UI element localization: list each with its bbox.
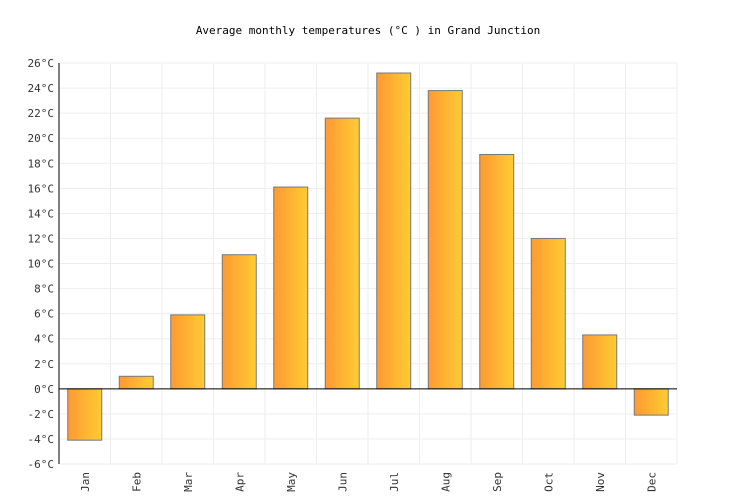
bar-sep <box>479 153 515 390</box>
bars <box>67 72 669 441</box>
y-tick-label: 16°C <box>28 182 55 195</box>
y-tick-label: 22°C <box>28 107 55 120</box>
y-tick-label: 2°C <box>34 358 54 371</box>
x-tick-label: Jun <box>336 472 349 492</box>
x-tick-label: Nov <box>594 472 607 492</box>
bar-dec <box>633 388 669 416</box>
y-tick-label: 20°C <box>28 132 55 145</box>
x-tick-label: Jan <box>79 472 92 492</box>
bar-aug <box>427 90 463 390</box>
bar-nov <box>582 334 618 390</box>
y-tick-label: 8°C <box>34 283 54 296</box>
y-tick-label: 26°C <box>28 57 55 70</box>
x-tick-label: Feb <box>130 472 143 492</box>
y-tick-label: 10°C <box>28 258 55 271</box>
chart-title: Average monthly temperatures (°C ) in Gr… <box>195 24 541 37</box>
x-tick-label: May <box>285 472 298 492</box>
bar-apr <box>221 254 257 390</box>
y-tick-label: 18°C <box>28 157 55 170</box>
y-tick-label: 4°C <box>34 333 54 346</box>
y-tick-label: 24°C <box>28 82 55 95</box>
y-tick-label: 12°C <box>28 232 55 245</box>
tick-labels: -6°C -4°C -2°C 0°C 2°C 4°C 6°C 8°C 10°C 12°C 14°C 1… <box>28 57 659 492</box>
y-tick-label: -4°C <box>28 433 55 446</box>
bar-jan <box>67 388 103 441</box>
x-tick-label: Mar <box>182 472 195 492</box>
bar-may <box>273 186 309 390</box>
grid-lines <box>59 62 678 465</box>
y-tick-label: 0°C <box>34 383 54 396</box>
y-tick-label: -6°C <box>28 458 55 471</box>
bar-mar <box>170 314 206 390</box>
y-tick-label: -2°C <box>28 408 55 421</box>
x-tick-label: Apr <box>233 472 246 492</box>
x-tick-label: Jul <box>388 472 401 492</box>
bar-oct <box>530 237 566 390</box>
bar-feb <box>118 375 154 390</box>
x-tick-label: Aug <box>439 472 452 492</box>
x-tick-label: Oct <box>542 472 555 492</box>
bar-jul <box>376 72 412 390</box>
axes <box>58 63 677 464</box>
bar-jun <box>324 117 360 390</box>
x-tick-label: Dec <box>645 472 658 492</box>
x-tick-label: Sep <box>491 472 504 492</box>
y-tick-label: 14°C <box>28 207 55 220</box>
y-tick-label: 6°C <box>34 308 54 321</box>
